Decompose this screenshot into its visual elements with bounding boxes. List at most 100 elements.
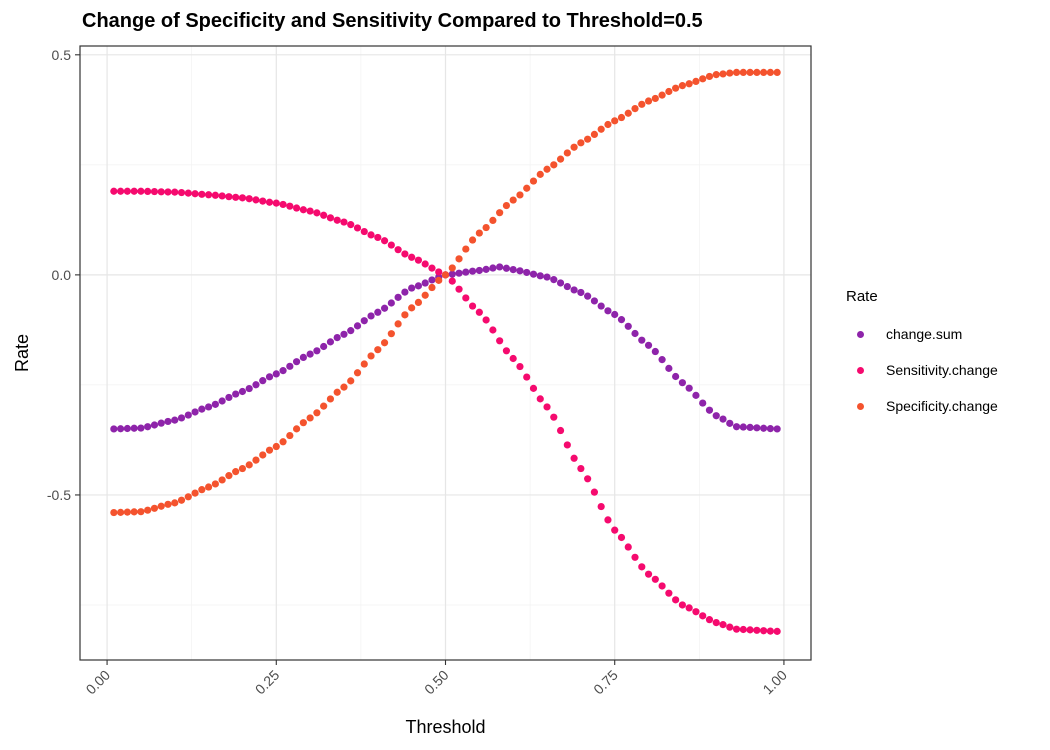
data-point (279, 367, 287, 375)
data-point (326, 214, 335, 222)
data-point (773, 627, 781, 635)
data-point (509, 265, 517, 274)
data-point (617, 316, 626, 324)
data-point (205, 191, 213, 199)
data-point (144, 506, 152, 514)
data-point (265, 198, 274, 206)
data-point (320, 211, 328, 219)
data-point (259, 377, 267, 385)
data-point (421, 260, 429, 268)
data-point (739, 423, 747, 431)
data-point (556, 279, 565, 287)
data-point (462, 245, 470, 253)
data-point (252, 381, 260, 389)
data-point (333, 388, 341, 396)
data-point (665, 589, 673, 597)
data-point (760, 627, 768, 635)
data-point (658, 356, 666, 364)
y-tick-label: 0.0 (52, 267, 72, 283)
data-point (380, 339, 389, 347)
data-point (482, 223, 490, 232)
data-point (435, 276, 443, 284)
legend-label: Specificity.change (886, 398, 998, 414)
data-point (550, 276, 558, 284)
data-point (489, 326, 497, 334)
data-point (333, 216, 341, 224)
data-point (367, 312, 375, 320)
data-point (211, 400, 219, 408)
data-point (577, 139, 585, 147)
data-point (536, 272, 544, 280)
data-point (448, 277, 456, 285)
data-point (523, 268, 531, 277)
data-point (164, 188, 172, 196)
data-point (245, 461, 253, 469)
data-point (292, 358, 301, 366)
data-point (496, 337, 504, 345)
data-point (252, 456, 260, 464)
data-point (685, 384, 693, 392)
data-point (353, 369, 362, 377)
data-point (353, 322, 362, 330)
x-tick-label: 0.50 (421, 667, 452, 698)
data-point (421, 279, 429, 287)
legend-swatch (857, 366, 864, 374)
data-point (624, 109, 632, 117)
data-point (150, 504, 159, 512)
data-point (556, 426, 565, 435)
data-point (739, 68, 747, 77)
x-tick-label: 1.00 (759, 667, 790, 698)
x-tick-label: 0.00 (83, 667, 114, 698)
data-point (157, 419, 165, 427)
data-point (536, 170, 544, 178)
data-point (543, 273, 551, 281)
data-point (367, 352, 375, 360)
data-point (184, 493, 192, 501)
data-point (394, 246, 402, 254)
data-point (198, 190, 206, 198)
chart-title: Change of Specificity and Sensitivity Co… (82, 10, 703, 32)
data-point (672, 372, 680, 381)
data-point (638, 563, 646, 571)
data-point (347, 327, 355, 335)
legend-swatch (857, 330, 864, 338)
data-point (462, 294, 470, 302)
data-point (340, 383, 348, 391)
data-point (320, 342, 328, 351)
data-point (496, 209, 504, 217)
data-point (428, 264, 436, 272)
y-axis-label: Rate (12, 334, 32, 372)
data-point (705, 72, 714, 81)
data-point (333, 333, 341, 342)
data-point (164, 417, 172, 426)
data-point (604, 516, 612, 524)
data-point (584, 292, 592, 300)
data-point (374, 308, 382, 316)
data-point (421, 291, 429, 299)
data-point (428, 283, 436, 292)
data-point (225, 472, 233, 480)
data-point (401, 288, 409, 296)
data-point (475, 229, 483, 237)
legend-item: change.sum (846, 323, 962, 345)
data-point (489, 216, 497, 225)
data-point (265, 446, 274, 454)
data-point (550, 161, 558, 169)
data-point (516, 191, 524, 199)
data-point (306, 414, 314, 422)
data-point (732, 423, 741, 431)
data-point (556, 155, 565, 163)
data-point (157, 502, 165, 510)
data-point (137, 508, 145, 516)
data-point (401, 250, 409, 258)
data-point (272, 442, 280, 451)
legend-title: Rate (846, 288, 878, 305)
data-point (326, 338, 335, 346)
legend-item: Specificity.change (846, 395, 998, 417)
data-point (644, 570, 653, 578)
data-point (651, 347, 659, 356)
data-point (292, 425, 301, 433)
data-point (611, 117, 619, 125)
data-point (218, 397, 226, 405)
data-point (462, 268, 470, 276)
